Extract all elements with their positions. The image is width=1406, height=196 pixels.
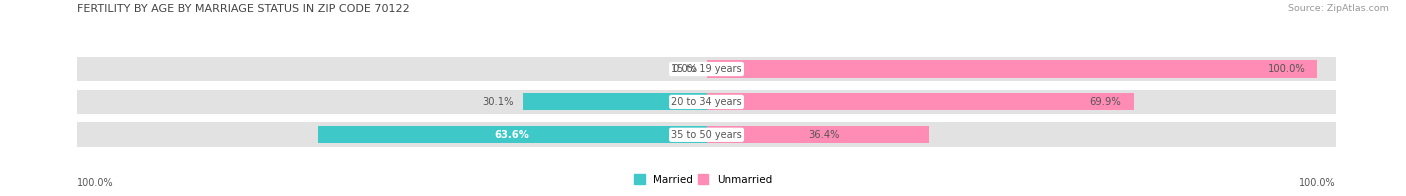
Text: 35 to 50 years: 35 to 50 years (671, 130, 742, 140)
Legend: Married, Unmarried: Married, Unmarried (630, 170, 776, 189)
Bar (707, 126, 929, 143)
Bar (318, 126, 707, 143)
Text: 36.4%: 36.4% (808, 130, 839, 140)
Text: 15 to 19 years: 15 to 19 years (671, 64, 742, 74)
Text: 0.0%: 0.0% (672, 64, 697, 74)
Bar (77, 90, 1336, 114)
Text: Source: ZipAtlas.com: Source: ZipAtlas.com (1288, 4, 1389, 13)
Bar (707, 61, 1317, 78)
Text: 100.0%: 100.0% (1299, 178, 1336, 188)
Text: 100.0%: 100.0% (1267, 64, 1305, 74)
Bar (77, 122, 1336, 147)
Text: FERTILITY BY AGE BY MARRIAGE STATUS IN ZIP CODE 70122: FERTILITY BY AGE BY MARRIAGE STATUS IN Z… (77, 4, 411, 14)
Bar (77, 57, 1336, 81)
Text: 20 to 34 years: 20 to 34 years (671, 97, 742, 107)
Bar (707, 93, 1133, 111)
Text: 69.9%: 69.9% (1090, 97, 1122, 107)
Text: 30.1%: 30.1% (482, 97, 513, 107)
Text: 63.6%: 63.6% (495, 130, 530, 140)
Text: 100.0%: 100.0% (77, 178, 114, 188)
Bar (523, 93, 707, 111)
